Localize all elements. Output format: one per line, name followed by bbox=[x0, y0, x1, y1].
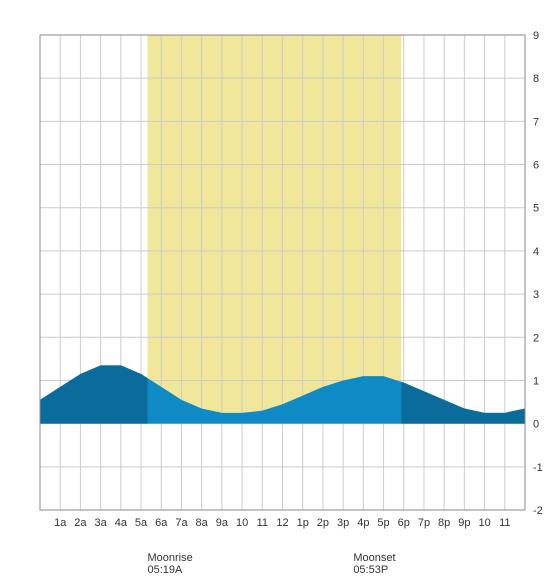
svg-text:7: 7 bbox=[533, 116, 539, 128]
moonset-label: Moonset 05:53P bbox=[353, 552, 395, 576]
chart-svg: -2-101234567891a2a3a4a5a6a7a8a9a1011121p… bbox=[0, 0, 550, 550]
svg-text:5: 5 bbox=[533, 203, 539, 215]
moonset-title: Moonset bbox=[353, 552, 395, 564]
svg-text:8: 8 bbox=[533, 73, 539, 85]
svg-text:9: 9 bbox=[533, 30, 539, 42]
moonset-time: 05:53P bbox=[353, 564, 395, 576]
svg-text:12: 12 bbox=[276, 517, 288, 529]
svg-text:11: 11 bbox=[499, 517, 510, 529]
svg-text:6a: 6a bbox=[155, 517, 168, 529]
svg-text:6p: 6p bbox=[398, 517, 410, 529]
svg-text:10: 10 bbox=[236, 517, 248, 529]
moonrise-label: Moonrise 05:19A bbox=[148, 552, 193, 576]
svg-text:4a: 4a bbox=[115, 517, 128, 529]
svg-text:1a: 1a bbox=[54, 517, 67, 529]
svg-text:5a: 5a bbox=[135, 517, 148, 529]
svg-text:1p: 1p bbox=[297, 517, 309, 529]
svg-text:2: 2 bbox=[533, 332, 539, 344]
svg-text:-2: -2 bbox=[533, 505, 543, 517]
svg-text:2p: 2p bbox=[317, 517, 329, 529]
svg-text:-1: -1 bbox=[533, 462, 543, 474]
svg-text:7p: 7p bbox=[418, 517, 430, 529]
tide-chart: -2-101234567891a2a3a4a5a6a7a8a9a1011121p… bbox=[0, 0, 550, 550]
svg-text:11: 11 bbox=[257, 517, 268, 529]
svg-text:8p: 8p bbox=[438, 517, 450, 529]
svg-text:10: 10 bbox=[478, 517, 490, 529]
moonrise-title: Moonrise bbox=[148, 552, 193, 564]
svg-text:0: 0 bbox=[533, 419, 539, 431]
svg-text:4p: 4p bbox=[357, 517, 369, 529]
svg-text:5p: 5p bbox=[377, 517, 389, 529]
svg-text:8a: 8a bbox=[196, 517, 209, 529]
svg-text:9a: 9a bbox=[216, 517, 229, 529]
svg-text:3a: 3a bbox=[95, 517, 108, 529]
svg-text:4: 4 bbox=[533, 246, 539, 258]
svg-text:6: 6 bbox=[533, 160, 539, 172]
svg-text:3: 3 bbox=[533, 289, 539, 301]
svg-text:3p: 3p bbox=[337, 517, 349, 529]
svg-text:1: 1 bbox=[533, 375, 539, 387]
svg-text:9p: 9p bbox=[458, 517, 470, 529]
moonrise-time: 05:19A bbox=[148, 564, 193, 576]
svg-text:2a: 2a bbox=[74, 517, 87, 529]
svg-text:7a: 7a bbox=[175, 517, 188, 529]
